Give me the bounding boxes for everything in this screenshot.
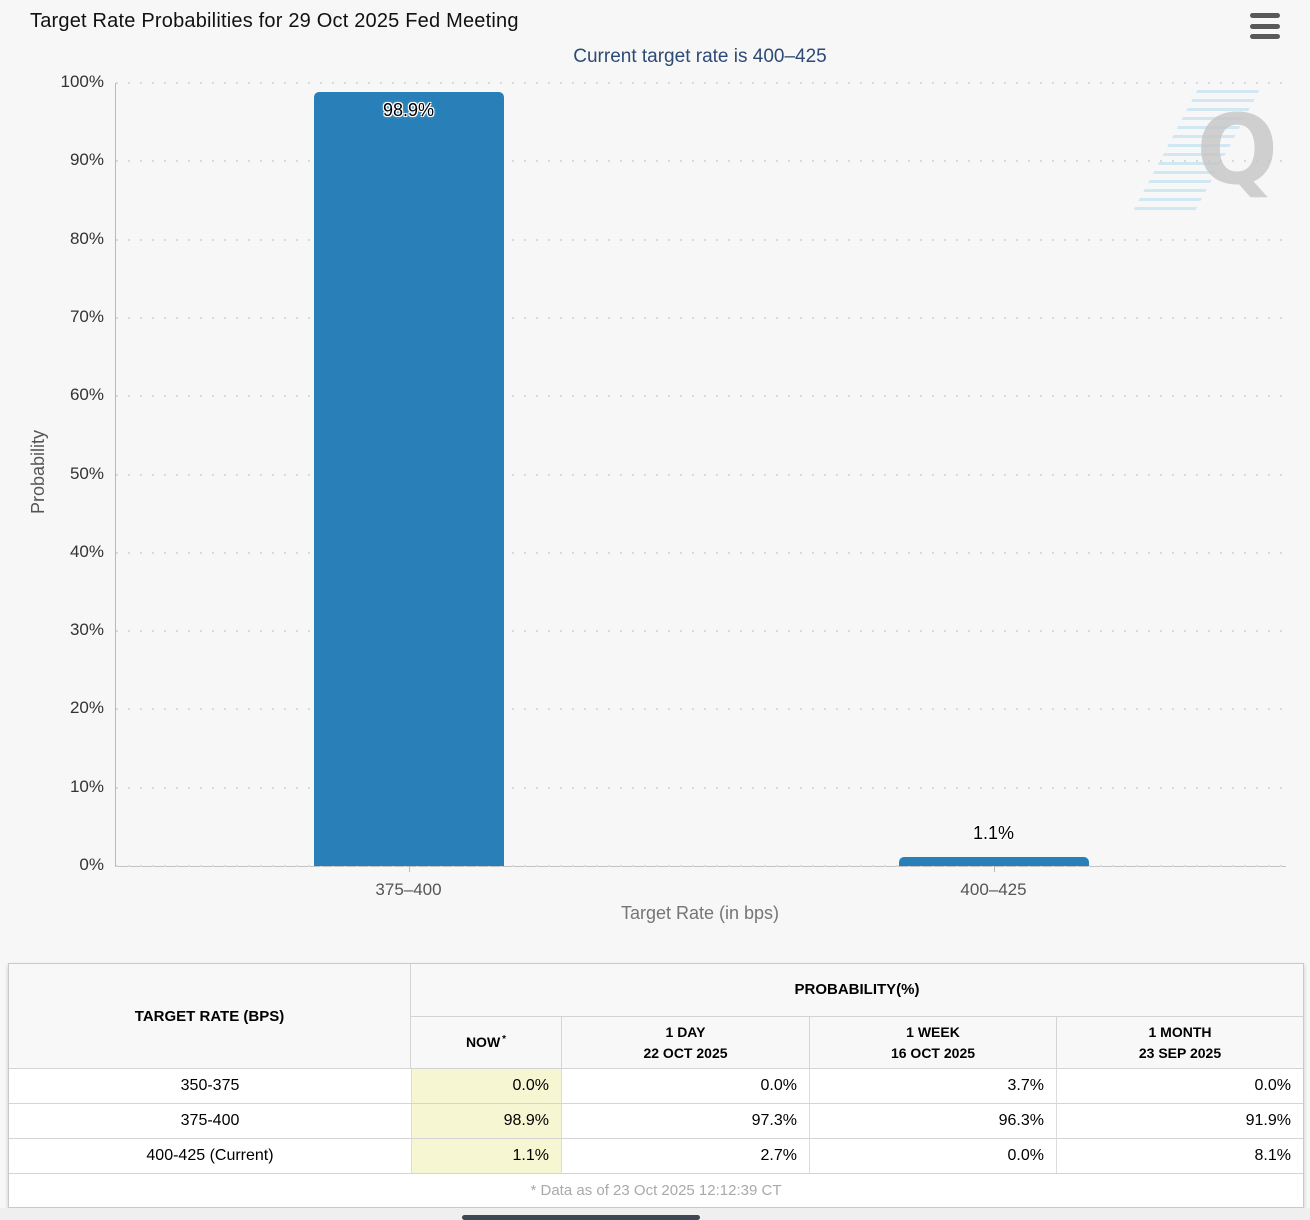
hamburger-menu-icon[interactable] [1250,13,1280,39]
chart-subtitle: Current target rate is 400–425 [573,46,827,67]
week-probability-cell: 96.3% [809,1104,1056,1138]
now-probability-cell: 1.1% [411,1139,561,1173]
horizontal-scrollbar-thumb[interactable] [462,1215,700,1220]
gridline [116,630,1286,633]
target-rate-cell: 400-425 (Current) [146,1147,274,1164]
month-probability-cell: 0.0% [1056,1069,1303,1103]
table-header: TARGET RATE (BPS) PROBABILITY(%) NOW * 1 … [9,964,1303,1068]
y-axis-tick-label: 60% [69,385,104,405]
target-rate-cell: 375-400 [180,1112,240,1129]
table-footnote: * Data as of 23 Oct 2025 12:12:39 CT [9,1173,1303,1207]
y-axis-tick-label: 70% [69,306,104,326]
x-axis-tick-mark [993,866,995,872]
gridline [116,395,1286,398]
y-axis-tick-label: 0% [79,855,104,874]
x-axis-title: Target Rate (in bps) [620,903,780,923]
y-axis-tick-label: 20% [69,698,104,718]
x-axis-tick-mark [408,866,410,872]
footnote-asterisk: * [502,1033,507,1045]
week-probability-cell: 3.7% [809,1069,1056,1103]
hamburger-bar [1250,23,1280,29]
table-row: 350-375 0.0% 0.0% 3.7% 0.0% [9,1068,1303,1103]
week-probability-cell: 0.0% [809,1139,1056,1173]
month-probability-cell: 8.1% [1056,1139,1303,1173]
x-axis-tick-label: 400–425 [960,880,1027,899]
bar-value-label: 98.9% [382,99,435,120]
table-row: 400-425 (Current) 1.1% 2.7% 0.0% 8.1% [9,1138,1303,1173]
gridline [116,316,1286,319]
day-probability-cell: 2.7% [561,1139,809,1173]
month-probability-cell: 91.9% [1056,1104,1303,1138]
column-header-now: NOW * [465,1033,507,1051]
x-axis-tick-label: 375–400 [375,880,442,899]
y-axis-tick-label: 30% [69,620,104,640]
hamburger-bar [1250,13,1280,18]
table-header-right: PROBABILITY(%) NOW * 1 DAY 22 OCT 2025 1 … [411,964,1303,1068]
day-probability-cell: 0.0% [561,1069,809,1103]
y-axis-tick-label: 90% [69,150,104,170]
page-title: Target Rate Probabilities for 29 Oct 202… [30,10,519,32]
bar-375–400[interactable] [313,91,504,866]
gridline [116,708,1286,711]
gridline [116,865,1286,867]
gridline [116,160,1286,163]
y-axis-tick-label: 80% [69,228,104,248]
target-rate-cell: 350-375 [180,1077,240,1094]
gridline [116,786,1286,789]
column-header-1-week: 1 WEEK 16 OCT 2025 [809,1017,1056,1068]
gridline [116,551,1286,554]
hamburger-bar [1250,34,1280,39]
y-axis-tick-label: 50% [69,463,104,483]
gridline [116,473,1286,476]
now-probability-cell: 0.0% [411,1069,561,1103]
bar-value-label: 1.1% [972,823,1015,844]
table-subheader-row: NOW * 1 DAY 22 OCT 2025 1 WEEK 16 OCT 202… [411,1017,1303,1068]
y-axis-tick-label: 100% [60,72,104,91]
y-axis-tick-label: 10% [69,776,104,796]
gridline [116,82,1286,84]
day-probability-cell: 97.3% [561,1104,809,1138]
bottom-strip [0,1208,1310,1220]
bar-400–425[interactable] [898,857,1089,866]
probability-table: TARGET RATE (BPS) PROBABILITY(%) NOW * 1 … [8,963,1304,1208]
column-header-1-day: 1 DAY 22 OCT 2025 [561,1017,809,1068]
now-probability-cell: 98.9% [411,1104,561,1138]
y-axis-tick-label: 40% [69,541,104,561]
gridline [116,238,1286,241]
column-header-1-month: 1 MONTH 23 SEP 2025 [1056,1017,1303,1068]
table-row: 375-400 98.9% 97.3% 96.3% 91.9% [9,1103,1303,1138]
bar-chart-plot-area: 0% 10% 20% 30% 40% 50% 60% 70% 80% 90% 100% 98.9% 37… [61,72,1286,899]
column-group-header-probability: PROBABILITY(%) [411,964,1303,1017]
column-header-target-rate: TARGET RATE (BPS) [9,964,411,1068]
